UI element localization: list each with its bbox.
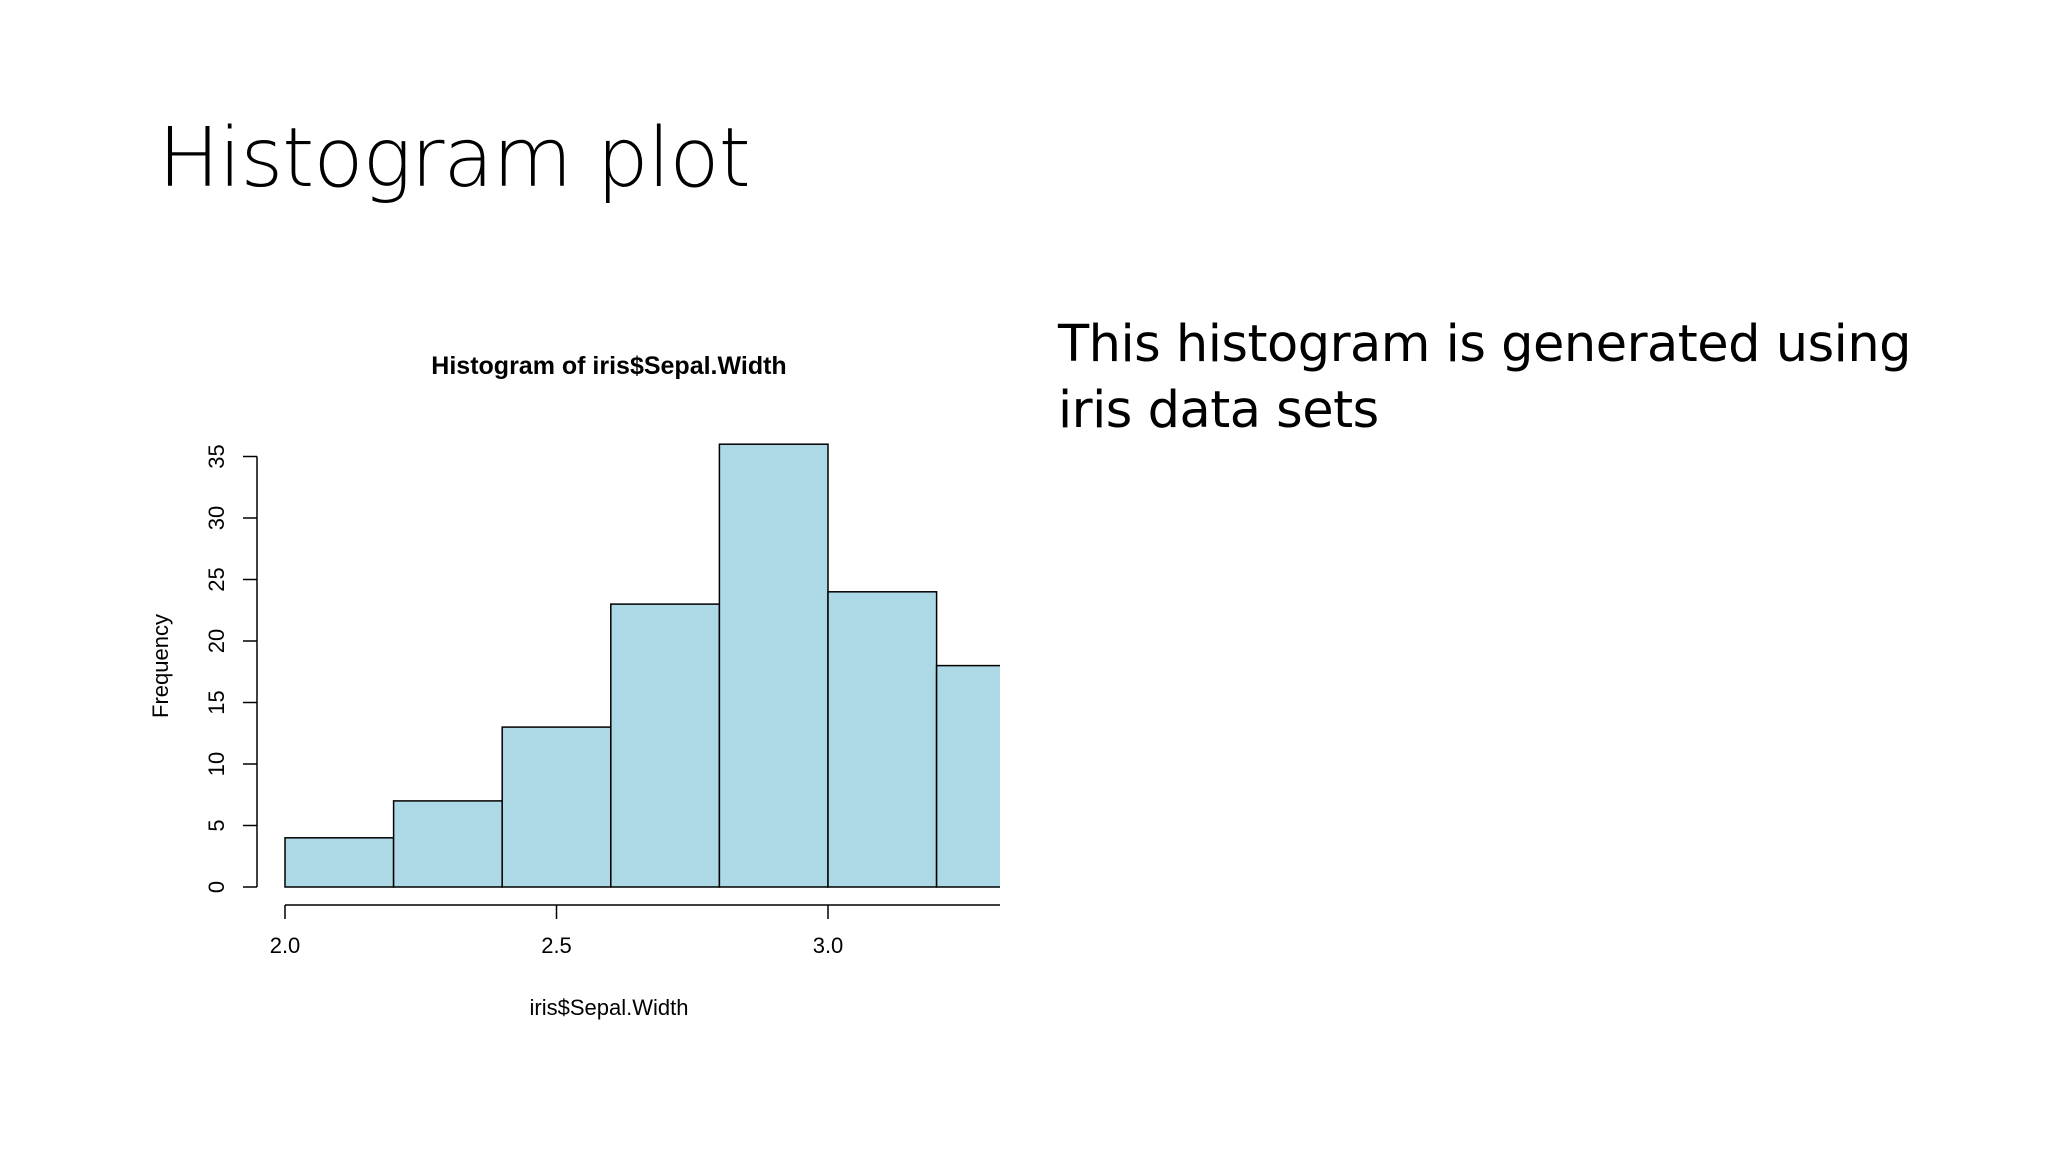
slide-body-text: This histogram is generated using iris d… xyxy=(1058,315,1912,440)
x-axis: 2.02.53.03.54.0 xyxy=(270,904,1000,958)
y-axis-label: Frequency xyxy=(148,614,173,718)
histogram-bar xyxy=(501,726,612,888)
y-tick-label: 20 xyxy=(204,629,229,653)
y-tick-label: 15 xyxy=(204,690,229,714)
y-tick-label: 5 xyxy=(204,819,229,831)
histogram-bar xyxy=(392,800,503,888)
histogram-bar xyxy=(610,603,721,888)
y-tick-label: 35 xyxy=(204,444,229,468)
y-axis: 0 5 10 15 20 25 30 35 xyxy=(204,444,258,893)
x-tick-label: 2.5 xyxy=(541,933,572,958)
y-tick-label: 10 xyxy=(204,752,229,776)
histogram-bars xyxy=(284,443,1000,888)
y-tick-label: 0 xyxy=(204,881,229,893)
x-axis-label: iris$Sepal.Width xyxy=(530,995,689,1020)
y-tick-label: 25 xyxy=(204,567,229,591)
y-tick-label: 30 xyxy=(204,506,229,530)
histogram-bar xyxy=(284,837,395,888)
x-tick-label: 2.0 xyxy=(270,933,301,958)
slide-title: Histogram plot xyxy=(158,111,751,206)
x-tick-label: 3.0 xyxy=(813,933,844,958)
histogram-chart: Histogram of iris$Sepal.Width 0 5 10 15 20 25… xyxy=(148,352,1000,1020)
histogram-bar xyxy=(827,591,938,888)
histogram-bar xyxy=(718,443,829,888)
histogram-bar xyxy=(935,664,1000,888)
chart-title: Histogram of iris$Sepal.Width xyxy=(431,352,786,380)
